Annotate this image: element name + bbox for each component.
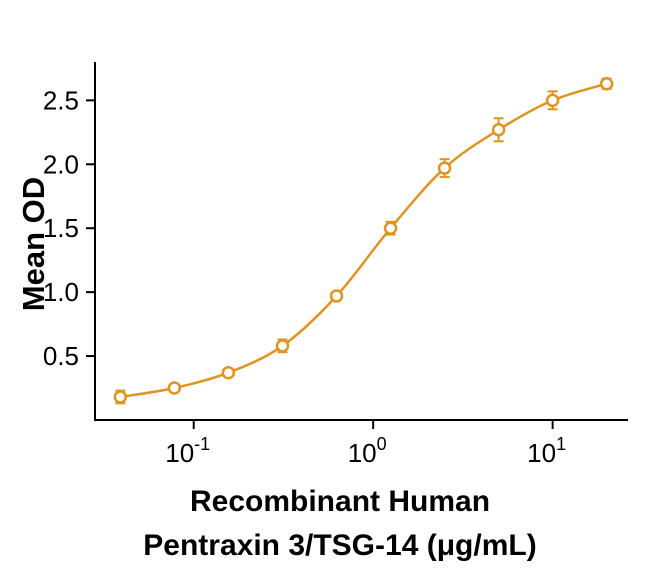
data-point	[545, 93, 560, 108]
data-point	[437, 161, 452, 175]
x-axis-title-line2: Pentraxin 3/TSG-14 (μg/mL)	[143, 528, 537, 562]
fit-curve	[120, 82, 607, 399]
data-point	[113, 390, 128, 404]
x-axis-title: Recombinant Human Pentraxin 3/TSG-14 (μg…	[60, 480, 620, 567]
data-point	[221, 365, 236, 380]
data-point	[167, 381, 182, 395]
x-tick-label: 10-1	[165, 434, 210, 468]
y-tick-label: 2.5	[43, 85, 79, 115]
y-tick-label: 1.0	[43, 277, 79, 307]
x-tick-label: 100	[348, 434, 387, 468]
data-point	[599, 76, 614, 91]
y-axis-title: Mean OD	[16, 176, 51, 312]
y-tick-label: 0.5	[43, 341, 79, 371]
data-point	[491, 123, 506, 137]
data-point	[329, 289, 344, 303]
y-tick-label: 1.5	[43, 213, 79, 243]
data-point	[383, 221, 398, 235]
x-axis-title-line1: Recombinant Human	[189, 485, 491, 518]
data-point	[275, 339, 290, 353]
x-tick-label: 101	[527, 434, 566, 468]
y-tick-label: 2.0	[43, 149, 79, 179]
